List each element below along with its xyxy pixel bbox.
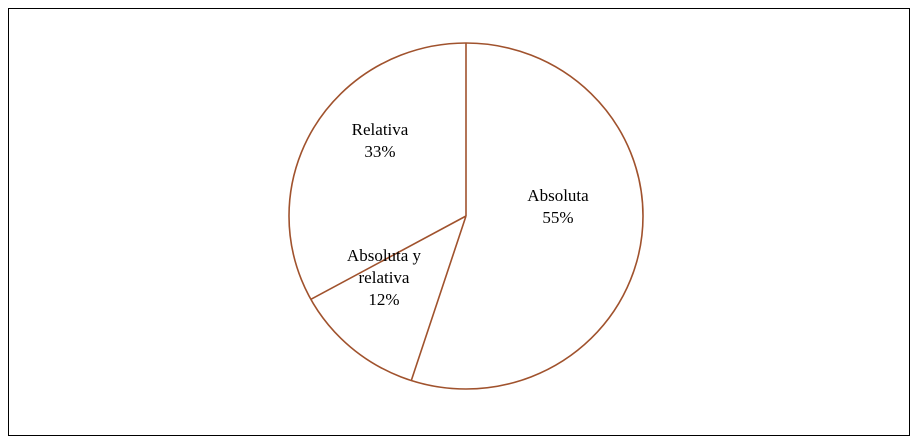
slice-percent: 55% (542, 208, 573, 227)
slice-name: Absoluta y (347, 246, 422, 265)
slice-percent: 12% (368, 290, 399, 309)
slice-name: Absoluta (527, 186, 589, 205)
slice-percent: 33% (364, 142, 395, 161)
slice-boundary-3 (310, 215, 467, 301)
slice-label-relativa: Relativa 33% (352, 120, 409, 161)
slice-boundary-2 (410, 215, 467, 381)
slice-name: relativa (359, 268, 410, 287)
slice-name: Relativa (352, 120, 409, 139)
labels-layer: Absoluta 55% Absoluta y relativa 12% Relativa… (347, 120, 589, 309)
slice-label-absoluta: Absoluta 55% (527, 186, 589, 227)
slice-label-absoluta-y-relativa: Absoluta y relativa 12% (347, 246, 422, 309)
slices-layer (310, 43, 467, 381)
